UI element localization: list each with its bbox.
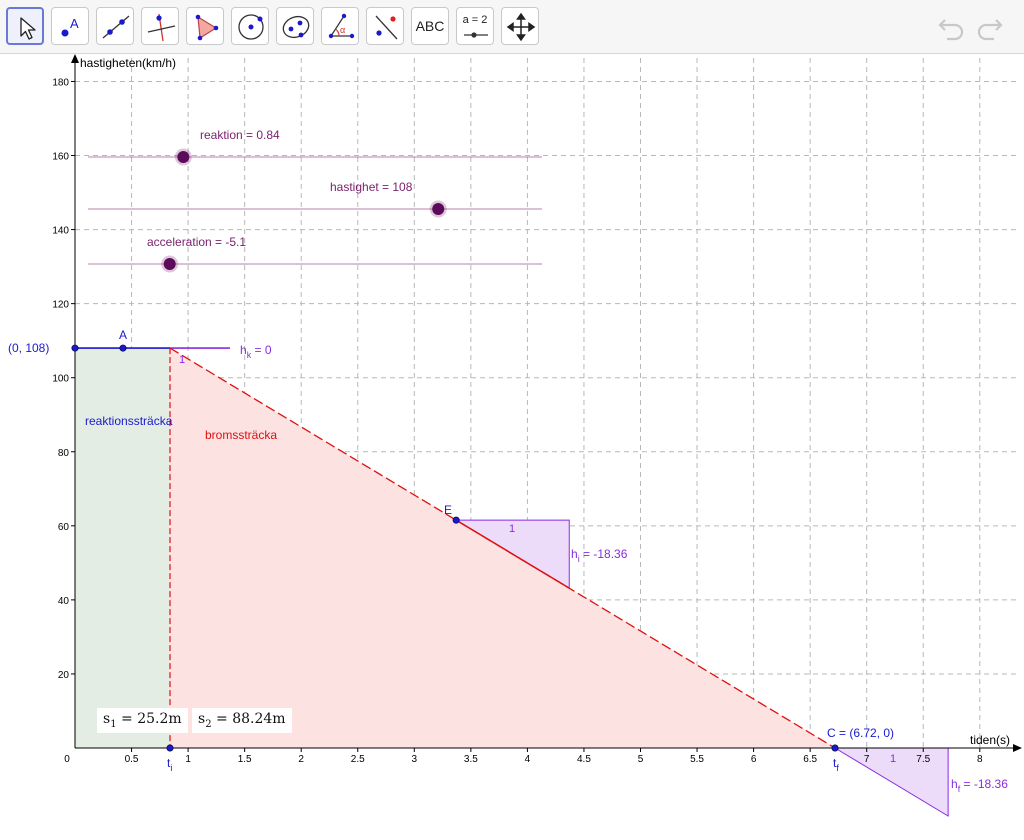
redo-icon — [977, 19, 1003, 41]
sliders: reaktion = 0.84 hastighet = 108 accelerati… — [88, 128, 542, 273]
x-axis-label: tiden(s) — [970, 733, 1010, 747]
slider-tool[interactable]: a = 2 — [456, 7, 494, 45]
move-arrows-icon — [506, 12, 536, 42]
brake-area — [170, 348, 836, 748]
x-tick-label: 7 — [864, 754, 870, 765]
hf-one-label: 1 — [890, 753, 896, 765]
points — [71, 344, 839, 752]
point-c — [831, 744, 839, 752]
slider-tool-label: a = 2 — [462, 14, 488, 26]
x-tick-label: 5 — [638, 754, 644, 765]
ellipse-tool[interactable] — [276, 7, 314, 45]
y-tick-label: 180 — [52, 77, 69, 88]
text-icon: ABC — [415, 18, 445, 34]
angle-icon: α — [328, 13, 355, 39]
point-icon: A — [61, 16, 79, 37]
angle-tool[interactable]: α — [321, 7, 359, 45]
y-axis-arrow — [71, 54, 79, 63]
reaction-area — [75, 348, 171, 748]
y-tick-label: 140 — [52, 226, 69, 237]
perpendicular-line-icon — [147, 13, 176, 42]
x-tick-label: 2 — [298, 754, 304, 765]
axes: 0 0.5 1 1.5 2 2.5 3 3.5 4 4.5 5 5.5 6 6.5 7 7.5 8 20 40 60 8… — [52, 54, 1022, 765]
point-a — [119, 344, 127, 352]
point-start — [71, 344, 79, 352]
graphics-view[interactable]: 0 0.5 1 1.5 2 2.5 3 3.5 4 4.5 5 5.5 6 6.5 7 7.5 8 20 40 60 8… — [0, 54, 1024, 840]
slider-label-hastighet: hastighet = 108 — [330, 180, 413, 194]
slider-knob-reaktion[interactable] — [177, 151, 190, 163]
slider-label-reaktion: reaktion = 0.84 — [200, 128, 280, 142]
point-c-label: C = (6.72, 0) — [827, 726, 894, 740]
x-tick-label: 3.5 — [464, 754, 478, 765]
hk-label: hk = 0 — [240, 343, 272, 360]
circle-icon — [238, 14, 264, 40]
hi-label: hi = -18.36 — [571, 547, 628, 564]
point-tool[interactable]: A — [51, 7, 89, 45]
polygon-icon — [195, 14, 219, 41]
s2-label: s2 = 88.24m — [192, 708, 292, 733]
hi-one-label: 1 — [509, 523, 515, 535]
start-point-label: (0, 108) — [8, 341, 49, 355]
line-tool[interactable] — [96, 7, 134, 45]
line-icon — [102, 15, 130, 39]
point-e — [452, 516, 460, 524]
hk-one-label: 1 — [179, 354, 185, 366]
y-tick-label: 60 — [58, 522, 70, 533]
y-tick-label: 120 — [52, 300, 69, 311]
y-tick-label: 160 — [52, 152, 69, 163]
x-axis-arrow — [1013, 744, 1022, 752]
x-tick-label: 1.5 — [238, 754, 252, 765]
x-tick-label: 6.5 — [803, 754, 817, 765]
s1-label: s1 = 25.2m — [97, 708, 188, 733]
broms-area-label: bromssträcka — [205, 428, 277, 442]
x-tick-label: 6 — [751, 754, 757, 765]
circle-tool[interactable] — [231, 7, 269, 45]
slider-knob-hastighet[interactable] — [432, 203, 445, 215]
y-tick-label: 100 — [52, 374, 69, 385]
slider-icon — [464, 32, 488, 38]
x-tick-label: 7.5 — [916, 754, 930, 765]
move-tool[interactable] — [6, 7, 44, 45]
hf-label: hf = -18.36 — [951, 777, 1008, 794]
y-tick-label: 40 — [58, 596, 70, 607]
x-tick-label: 2.5 — [351, 754, 365, 765]
y-tick-label: 80 — [58, 448, 70, 459]
perpendicular-tool[interactable] — [141, 7, 179, 45]
point-ti — [166, 744, 174, 752]
curves — [75, 347, 836, 749]
x-tick-label: 0 — [64, 754, 70, 765]
x-tick-label: 8 — [977, 754, 983, 765]
undo-button[interactable] — [937, 12, 967, 42]
toolbar: A α ABC a = 2 — [0, 0, 1024, 54]
brake-line — [169, 347, 836, 749]
x-tick-label: 0.5 — [125, 754, 139, 765]
y-axis-label: hastigheten(km/h) — [80, 56, 176, 70]
slider-knob-acceleration[interactable] — [163, 258, 176, 270]
ellipse-icon — [282, 15, 310, 39]
point-e-label: E — [444, 503, 452, 517]
text-tool[interactable]: ABC — [411, 7, 449, 45]
y-tick-label: 20 — [58, 670, 70, 681]
ti-label: ti — [167, 756, 172, 773]
tf-label: tf — [833, 756, 839, 773]
polygon-tool[interactable] — [186, 7, 224, 45]
reflect-icon — [375, 15, 398, 40]
areas — [75, 348, 949, 817]
x-tick-label: 4 — [525, 754, 531, 765]
x-tick-label: 3 — [412, 754, 418, 765]
x-tick-label: 1 — [185, 754, 191, 765]
reflect-tool[interactable] — [366, 7, 404, 45]
tangent-segment — [455, 519, 570, 589]
slider-label-acceleration: acceleration = -5.1 — [147, 235, 246, 249]
move-graphics-tool[interactable] — [501, 7, 539, 45]
point-a-label: A — [119, 328, 127, 342]
undo-icon — [938, 19, 964, 41]
x-tick-label: 5.5 — [690, 754, 704, 765]
x-tick-label: 4.5 — [577, 754, 591, 765]
redo-button[interactable] — [974, 12, 1004, 42]
reaktion-area-label: reaktionssträcka — [85, 414, 173, 428]
angle-tool-label: α — [340, 25, 345, 35]
arrow-cursor-icon — [20, 17, 36, 40]
point-tool-label: A — [70, 16, 79, 31]
